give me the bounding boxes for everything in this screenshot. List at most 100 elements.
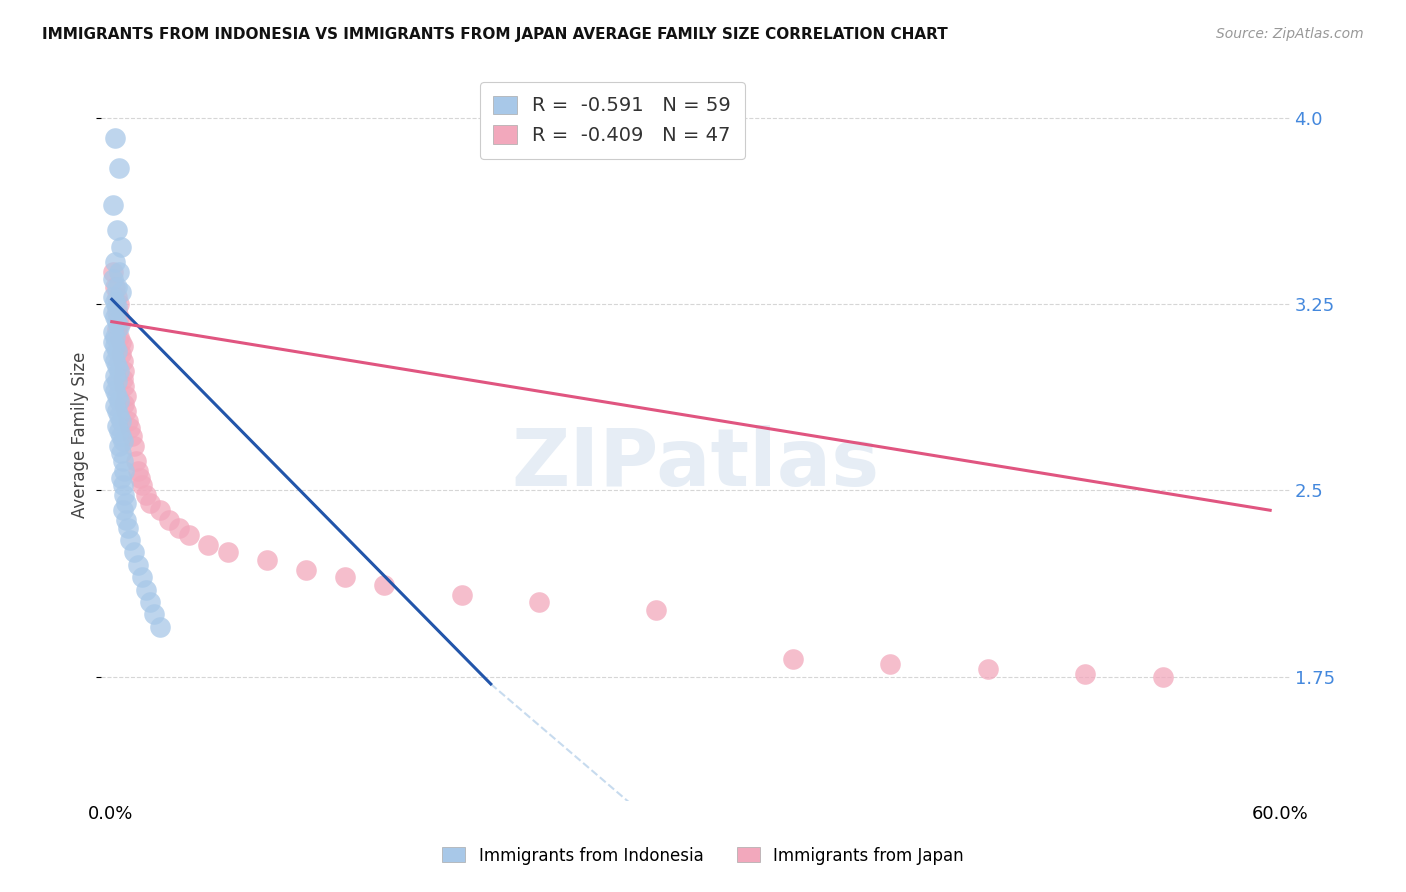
Point xyxy=(115,513,138,527)
Point xyxy=(450,588,472,602)
Point xyxy=(105,404,128,418)
Point xyxy=(157,513,180,527)
Point xyxy=(110,429,132,443)
Point xyxy=(1074,667,1097,681)
Legend: R =  -0.591   N = 59, R =  -0.409   N = 47: R = -0.591 N = 59, R = -0.409 N = 47 xyxy=(479,82,745,159)
Point xyxy=(105,389,128,403)
Point xyxy=(107,297,129,311)
Point xyxy=(107,329,129,343)
Point xyxy=(135,582,157,597)
Point xyxy=(256,553,278,567)
Point xyxy=(197,538,219,552)
Point xyxy=(107,409,129,423)
Point xyxy=(111,339,134,353)
Point xyxy=(110,471,132,485)
Point xyxy=(127,464,149,478)
Point xyxy=(110,315,132,329)
Point xyxy=(105,300,128,314)
Point xyxy=(125,453,148,467)
Point xyxy=(104,310,127,324)
Point xyxy=(104,369,127,384)
Point xyxy=(111,354,134,368)
Point xyxy=(115,496,138,510)
Point xyxy=(139,496,162,510)
Point xyxy=(294,563,316,577)
Point xyxy=(104,339,127,353)
Point xyxy=(976,662,998,676)
Point xyxy=(105,418,128,433)
Point xyxy=(131,478,153,492)
Point xyxy=(122,545,145,559)
Point xyxy=(105,223,128,237)
Point xyxy=(110,414,132,428)
Point xyxy=(104,280,127,294)
Point xyxy=(114,396,136,410)
Point xyxy=(110,285,132,299)
Point xyxy=(101,198,124,212)
Point xyxy=(142,607,165,622)
Point xyxy=(120,533,142,547)
Point xyxy=(111,503,134,517)
Point xyxy=(117,521,139,535)
Point xyxy=(782,652,804,666)
Point xyxy=(105,374,128,388)
Point xyxy=(104,329,127,343)
Point xyxy=(105,344,128,359)
Point xyxy=(167,521,190,535)
Point xyxy=(122,439,145,453)
Point xyxy=(879,657,901,672)
Point xyxy=(104,294,127,309)
Point xyxy=(101,379,124,393)
Point xyxy=(101,304,124,318)
Point xyxy=(129,471,152,485)
Point xyxy=(105,322,128,336)
Point xyxy=(135,488,157,502)
Text: IMMIGRANTS FROM INDONESIA VS IMMIGRANTS FROM JAPAN AVERAGE FAMILY SIZE CORRELATI: IMMIGRANTS FROM INDONESIA VS IMMIGRANTS … xyxy=(42,27,948,42)
Point xyxy=(101,265,124,279)
Point xyxy=(104,384,127,398)
Point xyxy=(105,304,128,318)
Point xyxy=(333,570,356,584)
Point xyxy=(645,602,668,616)
Point xyxy=(107,161,129,175)
Point xyxy=(111,434,134,448)
Point xyxy=(107,265,129,279)
Point xyxy=(105,359,128,374)
Point xyxy=(529,595,551,609)
Point xyxy=(373,578,395,592)
Point xyxy=(107,424,129,438)
Point xyxy=(148,503,170,517)
Point xyxy=(104,399,127,413)
Point xyxy=(105,290,128,304)
Point xyxy=(105,280,128,294)
Point xyxy=(107,310,129,324)
Point xyxy=(110,347,132,361)
Point xyxy=(114,364,136,378)
Point xyxy=(131,570,153,584)
Point xyxy=(110,334,132,349)
Point xyxy=(120,421,142,435)
Point xyxy=(101,290,124,304)
Point xyxy=(110,240,132,254)
Point xyxy=(121,429,143,443)
Point xyxy=(107,439,129,453)
Point xyxy=(111,453,134,467)
Point xyxy=(217,545,239,559)
Point xyxy=(107,364,129,378)
Point xyxy=(101,334,124,349)
Point xyxy=(114,488,136,502)
Point xyxy=(127,558,149,572)
Point xyxy=(110,446,132,460)
Legend: Immigrants from Indonesia, Immigrants from Japan: Immigrants from Indonesia, Immigrants fr… xyxy=(433,838,973,873)
Point xyxy=(104,131,127,145)
Point xyxy=(107,319,129,334)
Point xyxy=(115,404,138,418)
Point xyxy=(139,595,162,609)
Point xyxy=(107,394,129,409)
Point xyxy=(105,315,128,329)
Point xyxy=(114,379,136,393)
Point xyxy=(101,350,124,364)
Point xyxy=(101,325,124,339)
Point xyxy=(114,464,136,478)
Y-axis label: Average Family Size: Average Family Size xyxy=(72,351,89,517)
